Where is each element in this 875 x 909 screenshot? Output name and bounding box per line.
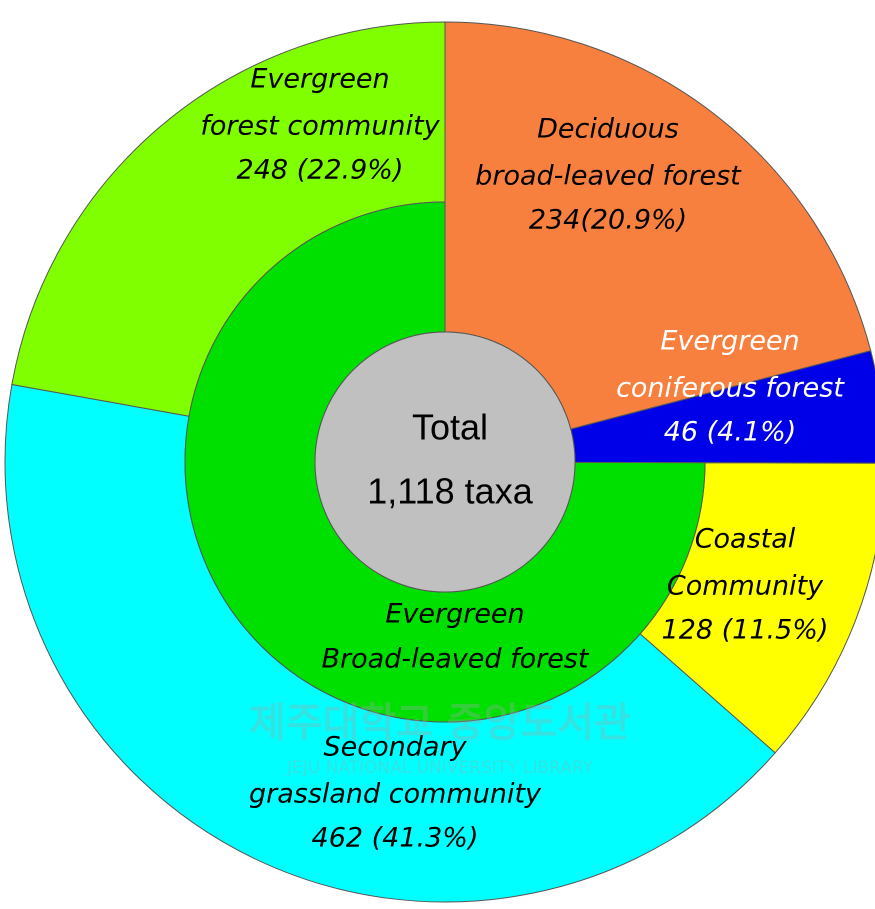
segment-label: Community [667,571,824,602]
segment-label: Coastal [695,524,796,555]
value-label: 234(20.9%) [529,205,687,236]
center-label: Total [412,407,488,448]
inner-ring-label: Broad-leaved forest [322,644,590,675]
center-circle [314,331,576,593]
segment-label: coniferous forest [616,373,845,404]
segment-label: broad-leaved forest [475,161,742,192]
value-label: 46 (4.1%) [664,417,797,448]
inner-ring-label: Evergreen [385,599,524,630]
center-label: 1,118 taxa [367,471,533,512]
value-label: 462 (41.3%) [312,823,479,854]
watermark: JEJU NATIONAL UNIVERSITY LIBRARY [286,758,594,778]
value-label: 248 (22.9%) [237,155,404,186]
watermark: 제주대학교 중앙도서관 [249,700,631,746]
value-label: 128 (11.5%) [662,615,829,646]
segment-label: Secondary [324,732,468,763]
segment-label: grassland community [249,779,542,810]
segment-label: Evergreen [660,326,799,357]
segment-label: Evergreen [250,64,389,95]
segment-label: Deciduous [537,114,679,145]
segment-label: forest community [200,111,440,142]
